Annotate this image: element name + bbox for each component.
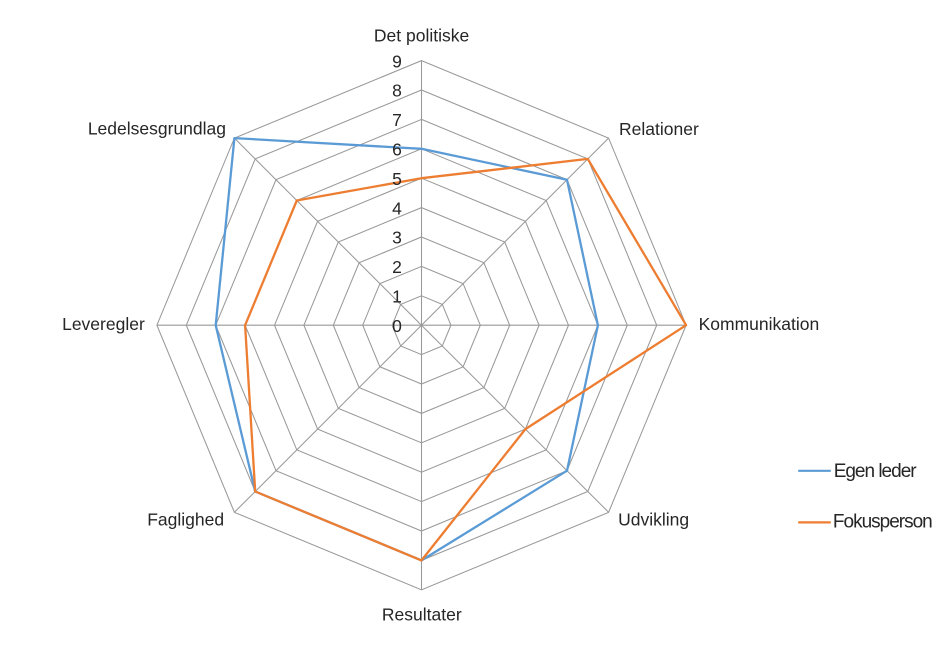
svg-text:Fokusperson: Fokusperson [833,511,932,532]
svg-text:2: 2 [392,257,402,277]
svg-text:Kommunikation: Kommunikation [699,314,820,334]
svg-text:3: 3 [392,228,402,248]
svg-text:1: 1 [392,287,402,307]
svg-text:9: 9 [392,51,402,71]
svg-text:Leveregler: Leveregler [62,314,145,334]
svg-text:Udvikling: Udvikling [618,510,689,530]
svg-text:5: 5 [392,169,402,189]
svg-text:4: 4 [392,198,402,218]
svg-text:Relationer: Relationer [619,119,699,139]
svg-text:Det politiske: Det politiske [374,25,469,45]
svg-text:Ledelsesgrundlag: Ledelsesgrundlag [88,119,226,139]
svg-text:0: 0 [392,316,402,336]
svg-text:Egen leder: Egen leder [834,461,918,482]
svg-text:6: 6 [392,140,402,160]
svg-text:8: 8 [392,81,402,101]
svg-text:Resultater: Resultater [382,604,462,624]
svg-text:Faglighed: Faglighed [147,510,224,530]
svg-text:7: 7 [392,110,402,130]
